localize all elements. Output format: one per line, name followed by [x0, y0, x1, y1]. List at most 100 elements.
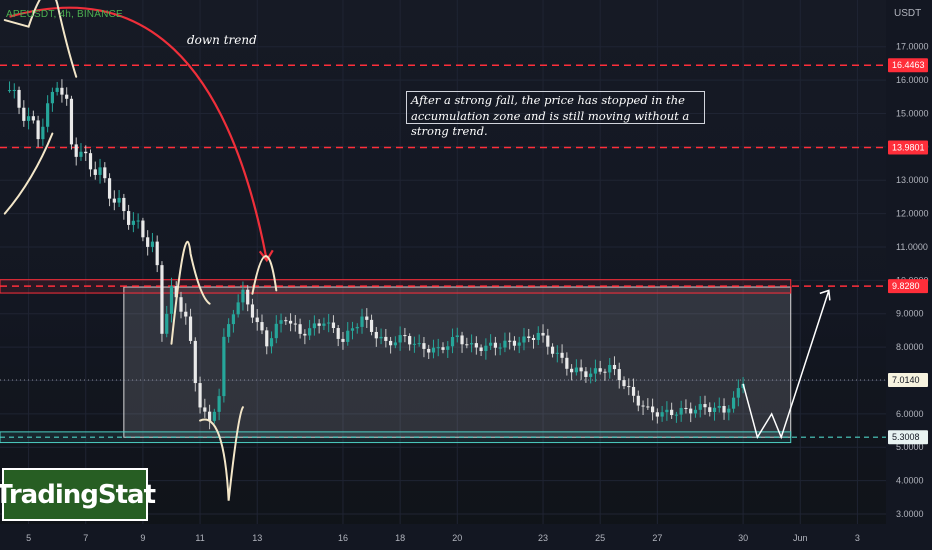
trend-label: down trend: [187, 33, 257, 47]
candle-body: [608, 364, 612, 373]
candle-body: [493, 342, 497, 348]
candle-body: [288, 320, 293, 324]
price-tick-label: 6.0000: [896, 409, 924, 419]
candle-body: [250, 304, 255, 318]
date-tick-label: 16: [338, 533, 348, 543]
candle-body: [460, 335, 464, 345]
candle-body: [731, 397, 736, 409]
candle-body: [112, 198, 116, 203]
candle-body: [260, 322, 264, 331]
candle-body: [365, 316, 369, 320]
candle-body: [431, 347, 436, 353]
candle-body: [441, 347, 445, 350]
price-tag: 9.8280: [888, 279, 928, 294]
price-tag-label: 16.4463: [892, 60, 925, 70]
candle-body: [531, 337, 536, 340]
candle-body: [617, 369, 621, 381]
price-tag-bg: [888, 58, 928, 73]
candle-body: [331, 322, 336, 329]
candle-body: [674, 414, 679, 416]
candle-body: [160, 265, 164, 334]
candle-body: [88, 153, 93, 170]
candle-body: [427, 348, 431, 353]
candle-body: [327, 322, 331, 324]
candle-body: [203, 407, 207, 412]
candle-body: [350, 328, 355, 331]
date-tick-label: 25: [595, 533, 605, 543]
price-tag: 5.3008: [888, 430, 928, 445]
candle-body: [508, 340, 512, 342]
candle-body: [603, 371, 607, 373]
candle-body: [46, 103, 50, 127]
candle-body: [346, 330, 350, 342]
candle-body: [131, 220, 135, 225]
candle-body: [436, 347, 440, 349]
candle-body: [355, 326, 359, 329]
candle-body: [188, 316, 193, 341]
candle-body: [241, 289, 245, 303]
candle-body: [269, 338, 274, 347]
candle-body: [546, 335, 550, 347]
date-tick-label: 20: [452, 533, 462, 543]
candle-body: [512, 340, 517, 346]
candle-body: [598, 368, 602, 372]
date-tick-label: 13: [252, 533, 262, 543]
price-axis[interactable]: 17.000016.000015.000014.000013.000012.00…: [886, 0, 932, 550]
candle-body: [322, 323, 326, 326]
candle-body: [655, 412, 659, 417]
candle-body: [593, 368, 598, 374]
candle-body: [212, 411, 216, 421]
candle-body: [107, 178, 112, 199]
price-tick-label: 11.0000: [896, 242, 928, 252]
candle-body: [369, 319, 374, 332]
candle-body: [693, 409, 698, 414]
candle-body: [136, 220, 140, 222]
candle-body: [174, 286, 178, 298]
candle-body: [650, 406, 655, 413]
candle-body: [717, 406, 721, 408]
candle-body: [646, 406, 650, 408]
candle-body: [217, 396, 221, 412]
date-tick-label: Jun: [793, 533, 808, 543]
candle-body: [55, 87, 59, 92]
candle-body: [679, 407, 683, 415]
date-tick-label: 3: [855, 533, 860, 543]
candle-body: [450, 337, 455, 347]
down-trend-arrow: [9, 6, 268, 261]
candle-body: [503, 340, 507, 348]
candle-body: [403, 335, 407, 337]
candle-body: [684, 407, 688, 409]
candle-body: [207, 411, 212, 421]
price-tick-label: 15.0000: [896, 108, 929, 118]
time-axis[interactable]: 5 7 9 11 13 16 18 20 23 25 27 30 Jun 3: [0, 524, 886, 550]
candle-body: [727, 408, 731, 413]
annotation-box[interactable]: After a strong fall, the price has stopp…: [406, 91, 705, 138]
candle-body: [550, 346, 555, 354]
sketch-curve: [170, 240, 211, 345]
candle-body: [589, 373, 593, 377]
candle-body: [341, 338, 345, 342]
candle-body: [98, 167, 102, 175]
candle-body: [703, 404, 707, 408]
price-tag: 7.0140: [888, 373, 928, 388]
support-zone: [0, 431, 792, 444]
price-tick-label: 3.0000: [896, 509, 924, 519]
candle-body: [712, 407, 717, 412]
candle-body: [560, 352, 564, 358]
price-tick-label: 5.0000: [896, 442, 924, 452]
candle-body: [527, 336, 531, 338]
date-tick-label: 18: [395, 533, 405, 543]
candle-body: [169, 286, 174, 314]
candle-body: [384, 336, 388, 341]
sketch-drawings: [3, 0, 831, 501]
candle-body: [584, 371, 588, 377]
candle-body: [398, 335, 402, 343]
symbol-label[interactable]: APEUSDT, 4h, BINANCE: [6, 9, 123, 20]
candle-body: [303, 333, 307, 336]
candle-body: [484, 345, 488, 352]
candle-body: [255, 317, 259, 323]
candle-body: [293, 323, 297, 325]
date-tick-label: 30: [738, 533, 748, 543]
candle-body: [469, 343, 474, 345]
